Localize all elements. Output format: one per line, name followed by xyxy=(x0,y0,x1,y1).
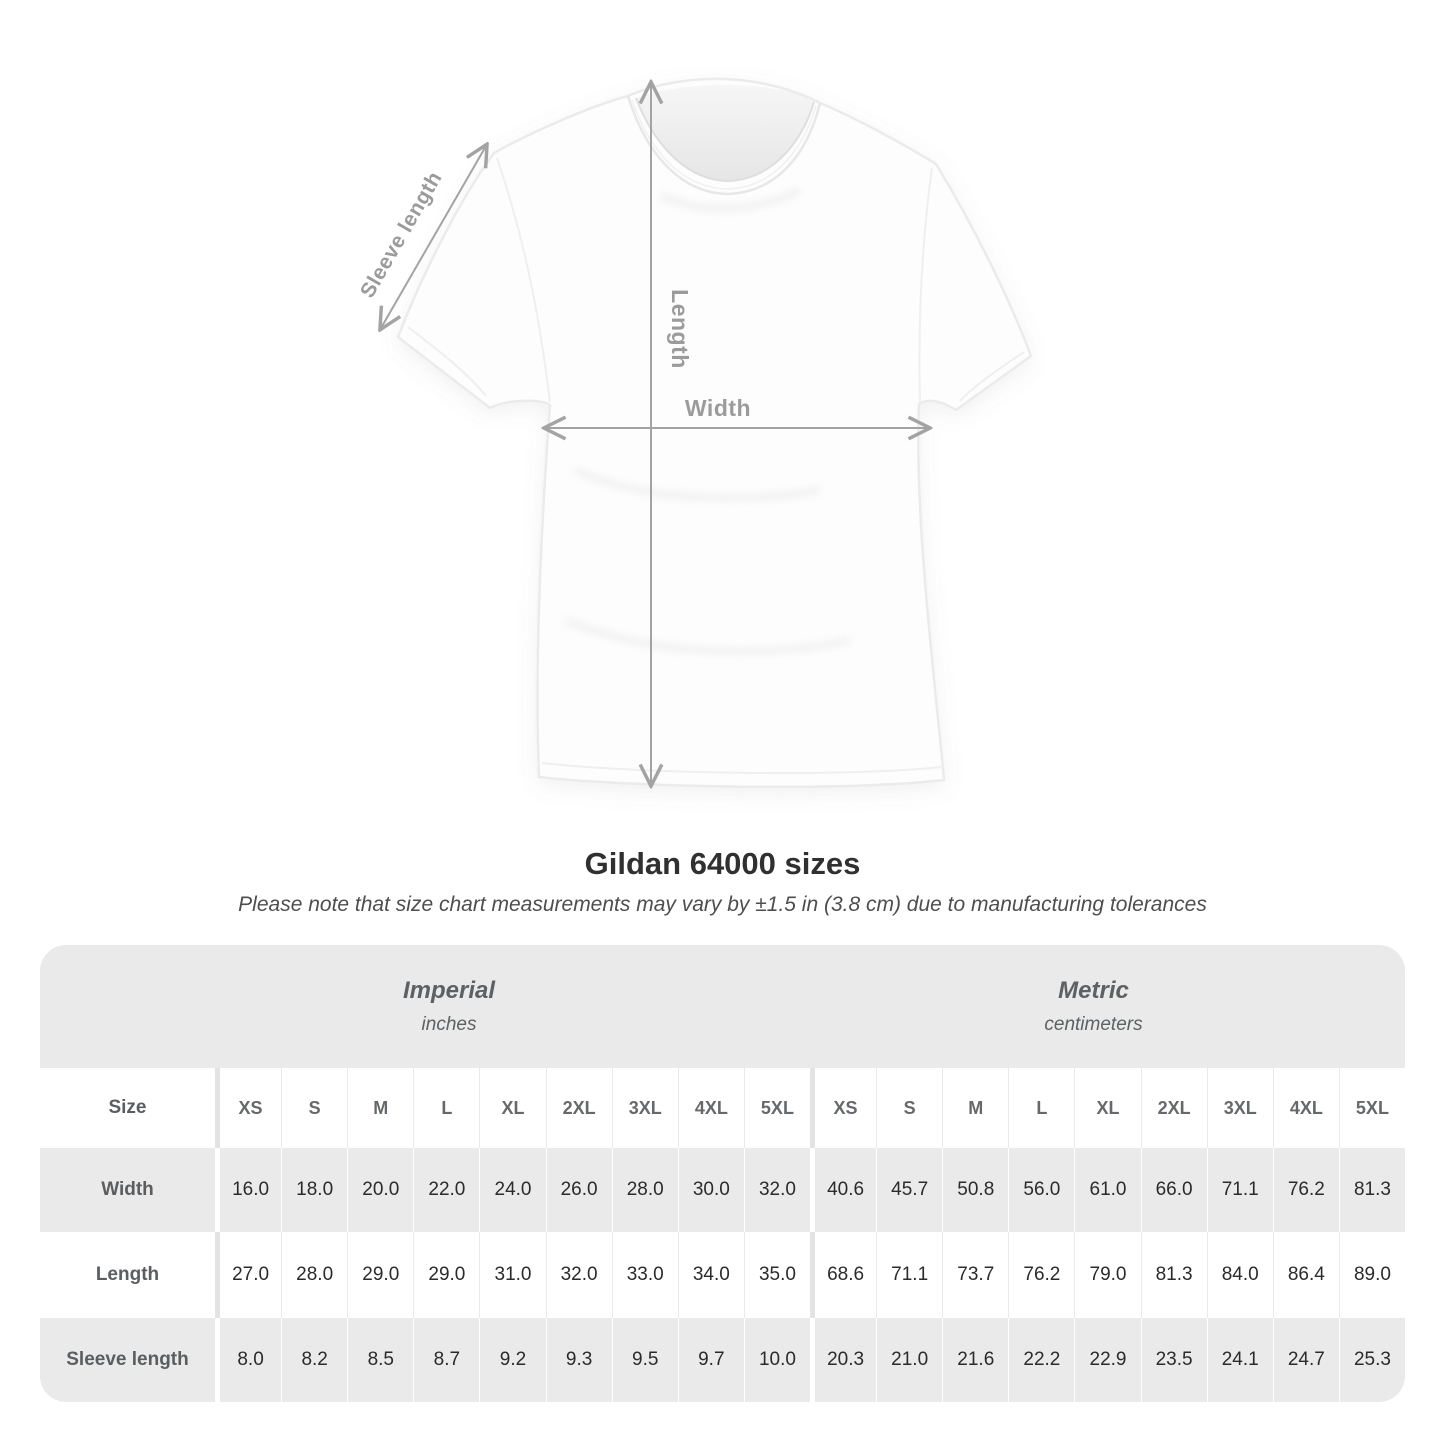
size-col-header: 3XL xyxy=(1206,1068,1273,1148)
table-cell: 9.2 xyxy=(479,1318,545,1402)
size-col-header: 4XL xyxy=(1272,1068,1339,1148)
table-cell: 76.2 xyxy=(1272,1148,1339,1232)
width-label: Width xyxy=(685,395,751,421)
table-cell: 24.1 xyxy=(1206,1318,1273,1402)
table-cell: 33.0 xyxy=(611,1232,678,1318)
size-col-header: 2XL xyxy=(1140,1068,1207,1148)
size-col-header: 4XL xyxy=(677,1068,744,1148)
table-cell: 9.7 xyxy=(677,1318,744,1402)
table-cell: 26.0 xyxy=(545,1148,612,1232)
table-cell: 20.3 xyxy=(810,1318,876,1402)
table-cell: 71.1 xyxy=(1206,1148,1273,1232)
table-row-sleeve-length: Sleeve length 8.0 8.2 8.5 8.7 9.2 9.3 9.… xyxy=(40,1318,1405,1402)
table-cell: 56.0 xyxy=(1008,1148,1074,1232)
table-cell: 29.0 xyxy=(413,1232,479,1318)
size-corner-label: Size xyxy=(108,1097,147,1118)
table-cell: 71.1 xyxy=(876,1232,942,1318)
table-cell: 21.0 xyxy=(876,1318,942,1402)
table-cell: 20.0 xyxy=(347,1148,413,1232)
measurement-arrows xyxy=(381,84,928,784)
size-col-header: M xyxy=(347,1068,413,1148)
table-cell: 81.3 xyxy=(1140,1232,1207,1318)
table-cell: 25.3 xyxy=(1338,1318,1405,1402)
size-col-header: XS xyxy=(215,1068,281,1148)
table-cell: 8.5 xyxy=(347,1318,413,1402)
table-cell: 28.0 xyxy=(281,1232,347,1318)
table-cell: 66.0 xyxy=(1140,1148,1207,1232)
table-cell: 21.6 xyxy=(942,1318,1008,1402)
table-cell: 40.6 xyxy=(810,1148,876,1232)
imperial-unit: inches xyxy=(421,1014,477,1035)
table-cell: 73.7 xyxy=(942,1232,1008,1318)
size-col-header: M xyxy=(942,1068,1008,1148)
imperial-title: Imperial xyxy=(402,977,496,1004)
table-cell: 32.0 xyxy=(545,1232,612,1318)
imperial-header: Imperial inches xyxy=(64,945,834,1068)
metric-header: Metric centimeters xyxy=(796,945,1391,1068)
table-cell: 8.0 xyxy=(215,1318,281,1402)
table-cell: 10.0 xyxy=(743,1318,810,1402)
table-cell: 50.8 xyxy=(942,1148,1008,1232)
table-cell: 32.0 xyxy=(743,1148,810,1232)
table-cell: 24.7 xyxy=(1272,1318,1339,1402)
size-col-header: 5XL xyxy=(743,1068,810,1148)
table-cell: 35.0 xyxy=(743,1232,810,1318)
length-label: Length xyxy=(667,289,693,369)
metric-unit: centimeters xyxy=(1044,1014,1143,1035)
tshirt-measurement-diagram: Sleeve length Length Width xyxy=(356,77,1033,840)
table-cell: 76.2 xyxy=(1008,1232,1074,1318)
table-cell: 84.0 xyxy=(1206,1232,1273,1318)
table-cell: 81.3 xyxy=(1338,1148,1405,1232)
size-col-header: 2XL xyxy=(545,1068,612,1148)
size-col-header: XL xyxy=(479,1068,545,1148)
table-cell: 79.0 xyxy=(1074,1232,1140,1318)
table-cell: 24.0 xyxy=(479,1148,545,1232)
table-cell: 9.5 xyxy=(611,1318,678,1402)
table-cell: 22.0 xyxy=(413,1148,479,1232)
table-cell: 16.0 xyxy=(215,1148,281,1232)
table-cell: 9.3 xyxy=(545,1318,612,1402)
table-cell: 61.0 xyxy=(1074,1148,1140,1232)
table-cell: 34.0 xyxy=(677,1232,744,1318)
size-col-header: S xyxy=(876,1068,942,1148)
size-col-header: XS xyxy=(810,1068,876,1148)
table-cell: 22.9 xyxy=(1074,1318,1140,1402)
table-row-width: Width 16.0 18.0 20.0 22.0 24.0 26.0 28.0… xyxy=(40,1148,1405,1232)
size-col-header: 3XL xyxy=(611,1068,678,1148)
size-col-header: XL xyxy=(1074,1068,1140,1148)
tshirt-graphic xyxy=(396,77,1033,789)
table-cell: 86.4 xyxy=(1272,1232,1339,1318)
table-cell: 31.0 xyxy=(479,1232,545,1318)
table-cell: 29.0 xyxy=(347,1232,413,1318)
page-title: Gildan 64000 sizes xyxy=(584,846,861,881)
table-row-length: Length 27.0 28.0 29.0 29.0 31.0 32.0 33.… xyxy=(40,1232,1405,1318)
metric-title: Metric xyxy=(1058,977,1129,1004)
neck-opening xyxy=(636,85,814,181)
table-cell: 45.7 xyxy=(876,1148,942,1232)
row-label: Sleeve length xyxy=(66,1349,189,1370)
row-label: Width xyxy=(101,1179,154,1200)
size-col-header: L xyxy=(413,1068,479,1148)
table-cell: 89.0 xyxy=(1338,1232,1405,1318)
unit-system-header-row: Imperial inches Metric centimeters xyxy=(40,945,1405,1068)
tolerance-note: Please note that size chart measurements… xyxy=(238,893,1207,916)
size-col-header: S xyxy=(281,1068,347,1148)
row-label: Length xyxy=(95,1264,160,1285)
table-cell: 22.2 xyxy=(1008,1318,1074,1402)
table-cell: 68.6 xyxy=(810,1232,876,1318)
size-col-header: 5XL xyxy=(1338,1068,1405,1148)
table-cell: 30.0 xyxy=(677,1148,744,1232)
size-header-row: Size XS S M L XL 2XL 3XL 4XL 5XL XS S M … xyxy=(40,1068,1405,1148)
size-col-header: L xyxy=(1008,1068,1074,1148)
table-cell: 27.0 xyxy=(215,1232,281,1318)
table-cell: 8.7 xyxy=(413,1318,479,1402)
table-cell: 18.0 xyxy=(281,1148,347,1232)
table-cell: 23.5 xyxy=(1140,1318,1207,1402)
table-cell: 8.2 xyxy=(281,1318,347,1402)
sleeve-length-arrow xyxy=(381,146,486,328)
table-cell: 28.0 xyxy=(611,1148,678,1232)
size-chart-table: Imperial inches Metric centimeters Size … xyxy=(40,945,1405,1402)
